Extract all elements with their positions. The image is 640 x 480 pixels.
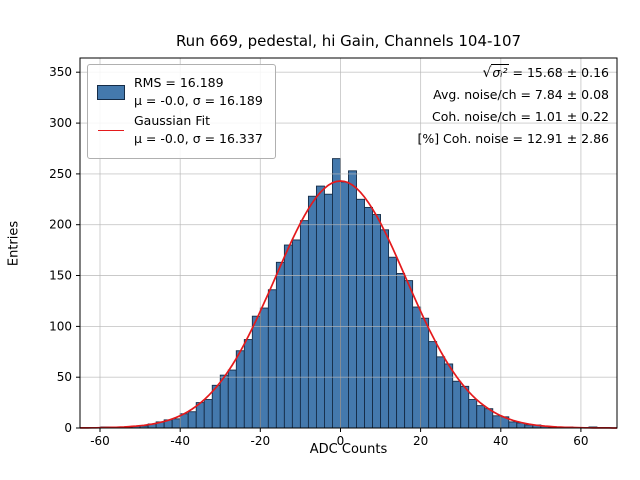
legend-hist-params-label: μ = -0.0, σ = 16.189: [134, 93, 263, 109]
legend-rms-label: RMS = 16.189: [134, 75, 224, 90]
avg-noise-line: Avg. noise/ch = 7.84 ± 0.08: [433, 87, 609, 102]
pct-coh-noise-line: [%] Coh. noise = 12.91 ± 2.86: [417, 131, 609, 146]
svg-text:40: 40: [493, 434, 508, 448]
svg-text:150: 150: [49, 269, 72, 283]
svg-text:200: 200: [49, 218, 72, 232]
sqrt-value: = 15.68 ± 0.16: [508, 65, 610, 80]
svg-text:300: 300: [49, 116, 72, 130]
svg-text:0: 0: [337, 434, 345, 448]
svg-text:0: 0: [64, 421, 72, 435]
legend-patch: [97, 84, 125, 100]
sqrt-sigma-line: √σᵢ² = 15.68 ± 0.16: [417, 62, 609, 84]
y-axis-label: Entries: [6, 220, 22, 267]
stats-annotations: √σᵢ² = 15.68 ± 0.16 Avg. noise/ch = 7.84…: [417, 62, 609, 150]
svg-text:50: 50: [57, 370, 72, 384]
svg-text:-40: -40: [170, 434, 190, 448]
legend-fit-params-label: μ = -0.0, σ = 16.337: [134, 131, 263, 147]
svg-text:350: 350: [49, 65, 72, 79]
svg-text:20: 20: [413, 434, 428, 448]
svg-text:-20: -20: [250, 434, 270, 448]
chart-title: Run 669, pedestal, hi Gain, Channels 104…: [175, 32, 522, 50]
sqrt-symbol: √: [482, 65, 492, 81]
svg-text:-60: -60: [90, 434, 110, 448]
legend-entry-fit: Gaussian Fit μ = -0.0, σ = 16.337: [97, 112, 263, 148]
x-axis-label: ADC Counts: [309, 442, 388, 457]
sqrt-expression: σᵢ²: [491, 64, 509, 80]
histogram-swatch-icon: [97, 84, 125, 100]
legend-fit-line: [98, 129, 124, 131]
coh-noise-line: Coh. noise/ch = 1.01 ± 0.22: [431, 109, 609, 124]
legend: RMS = 16.189 μ = -0.0, σ = 16.189 Gaussi…: [87, 64, 276, 159]
svg-text:100: 100: [49, 319, 72, 333]
svg-text:250: 250: [49, 167, 72, 181]
fit-line-swatch-icon: [97, 129, 125, 131]
legend-entry-histogram: RMS = 16.189 μ = -0.0, σ = 16.189: [97, 74, 263, 110]
legend-fit-label: Gaussian Fit: [134, 113, 210, 129]
svg-text:60: 60: [573, 434, 588, 448]
